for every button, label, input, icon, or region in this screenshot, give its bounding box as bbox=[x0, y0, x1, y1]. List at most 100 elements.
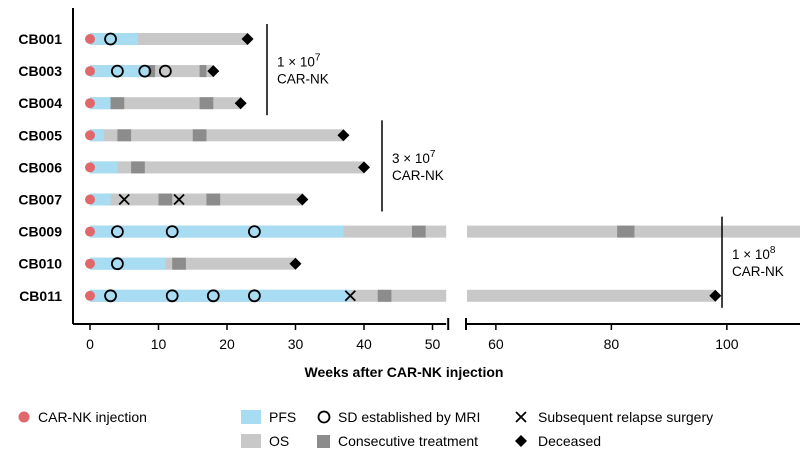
relapse-surgery-marker bbox=[118, 193, 130, 206]
legend-injection-swatch bbox=[18, 411, 30, 423]
cross-stroke bbox=[515, 411, 527, 423]
legend-relapse-surgery-swatch bbox=[515, 411, 527, 423]
sd-mri-marker bbox=[206, 289, 220, 303]
treatment-block bbox=[117, 129, 132, 142]
legend-sd-mri-swatch bbox=[317, 410, 331, 424]
dose-group-label-line2: CAR-NK bbox=[732, 264, 784, 279]
legend-sd-mri-label: SD established by MRI bbox=[338, 409, 480, 425]
cross-stroke bbox=[344, 290, 356, 302]
treatment-block bbox=[377, 289, 392, 302]
treatment-block bbox=[172, 257, 186, 270]
treatment-block bbox=[131, 161, 145, 174]
sd-mri-marker bbox=[104, 32, 117, 46]
dose-label-exponent: 7 bbox=[430, 149, 436, 160]
legend-treatment-swatch bbox=[317, 435, 330, 448]
sd-mri-marker bbox=[111, 257, 124, 271]
sd-mri-marker bbox=[165, 289, 179, 303]
legend-os-label: OS bbox=[269, 433, 289, 449]
x-tick-label: 0 bbox=[86, 336, 94, 352]
x-tick-label: 10 bbox=[151, 336, 167, 352]
x-tick-label: 80 bbox=[604, 336, 620, 352]
deceased-marker bbox=[337, 129, 350, 142]
patient-label: CB010 bbox=[18, 256, 62, 272]
patient-label: CB006 bbox=[18, 159, 62, 175]
legend-deceased-swatch bbox=[515, 435, 527, 447]
legend-treatment-label: Consecutive treatment bbox=[338, 433, 478, 449]
injection-dot bbox=[85, 194, 95, 205]
deceased-marker bbox=[234, 97, 247, 110]
sd-mri-marker bbox=[111, 64, 124, 78]
treatment-block bbox=[617, 225, 635, 238]
dose-group-label-line2: CAR-NK bbox=[392, 168, 444, 183]
pfs-bar bbox=[90, 33, 138, 45]
x-tick-label: 30 bbox=[288, 336, 304, 352]
x-axis-title: Weeks after CAR-NK injection bbox=[305, 364, 504, 380]
patient-label: CB004 bbox=[18, 95, 62, 111]
relapse-surgery-marker bbox=[173, 193, 185, 206]
sd-mri-marker bbox=[158, 64, 172, 78]
relapse-surgery-marker bbox=[344, 290, 356, 302]
deceased-marker bbox=[296, 193, 309, 206]
injection-dot bbox=[85, 162, 95, 173]
injection-dot bbox=[85, 66, 95, 77]
patient-label: CB003 bbox=[18, 63, 62, 79]
pfs-bar bbox=[90, 161, 118, 174]
legend-injection-label: CAR-NK injection bbox=[38, 409, 147, 425]
dose-label-base: 1 × 10 bbox=[277, 55, 315, 70]
sd-mri-marker bbox=[165, 225, 179, 239]
legend-relapse-surgery-label: Subsequent relapse surgery bbox=[538, 409, 713, 425]
pfs-bar bbox=[90, 257, 166, 270]
x-tick-label: 50 bbox=[425, 336, 441, 352]
deceased-marker bbox=[358, 161, 370, 174]
os-bar bbox=[90, 193, 303, 206]
dose-label-base: 1 × 10 bbox=[732, 247, 770, 262]
patient-label: CB005 bbox=[18, 127, 62, 143]
sd-mri-marker bbox=[247, 289, 261, 303]
x-tick-label: 40 bbox=[356, 336, 372, 352]
injection-dot bbox=[85, 258, 95, 269]
pfs-bar bbox=[90, 289, 351, 302]
deceased-marker bbox=[241, 33, 254, 45]
treatment-block bbox=[148, 65, 156, 78]
injection-dot bbox=[85, 226, 95, 237]
cross-stroke bbox=[173, 193, 185, 206]
legend-pfs-label: PFS bbox=[269, 409, 296, 425]
treatment-block bbox=[206, 193, 221, 206]
pfs-bar bbox=[90, 193, 111, 206]
dose-label-exponent: 8 bbox=[770, 245, 776, 256]
deceased-marker bbox=[289, 257, 302, 270]
dose-group-label-line2: CAR-NK bbox=[277, 72, 329, 87]
sd-mri-marker bbox=[247, 225, 261, 239]
treatment-block bbox=[110, 97, 125, 110]
legend-os-swatch bbox=[241, 434, 261, 448]
pfs-bar bbox=[90, 97, 111, 110]
sd-mri-marker bbox=[111, 225, 124, 239]
injection-dot bbox=[85, 290, 95, 301]
treatment-block bbox=[411, 225, 426, 238]
sd-mri-marker bbox=[104, 289, 117, 303]
dose-group-label: 1 × 107 bbox=[277, 53, 321, 70]
patient-label: CB001 bbox=[18, 31, 62, 47]
os-bar bbox=[90, 161, 364, 174]
treatment-block bbox=[199, 97, 214, 110]
dose-label-exponent: 7 bbox=[315, 53, 321, 64]
x-tick-label: 60 bbox=[488, 336, 504, 352]
dose-label-base: 3 × 10 bbox=[392, 151, 430, 166]
deceased-marker bbox=[709, 289, 722, 302]
patient-label: CB007 bbox=[18, 192, 62, 208]
legend-deceased-label: Deceased bbox=[538, 433, 601, 449]
treatment-block bbox=[192, 129, 207, 142]
os-bar bbox=[90, 129, 344, 142]
cross-stroke bbox=[118, 193, 130, 206]
legend-pfs-swatch bbox=[241, 410, 261, 424]
treatment-block bbox=[199, 65, 207, 78]
patient-label: CB011 bbox=[19, 288, 62, 304]
dose-group-label: 1 × 108 bbox=[732, 245, 776, 262]
x-tick-label: 20 bbox=[219, 336, 235, 352]
pfs-bar bbox=[90, 225, 344, 238]
os-bar bbox=[467, 289, 716, 302]
sd-mri-marker bbox=[138, 64, 152, 78]
injection-dot bbox=[85, 98, 95, 109]
injection-dot bbox=[85, 34, 95, 44]
